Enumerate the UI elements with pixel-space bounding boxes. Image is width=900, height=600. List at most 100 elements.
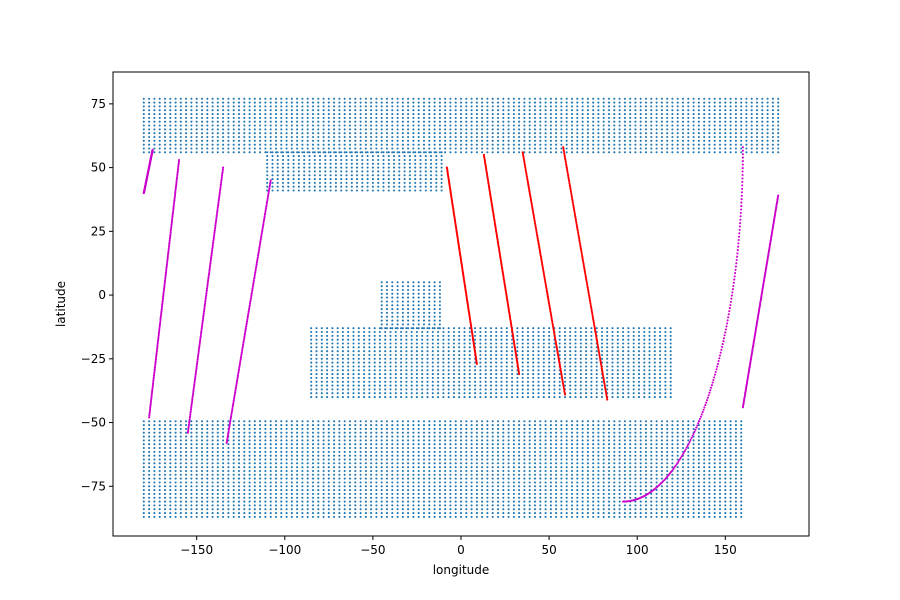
- data-point: [179, 512, 182, 515]
- data-point: [602, 128, 605, 131]
- data-point: [438, 500, 441, 503]
- data-point: [401, 128, 404, 131]
- data-point: [766, 101, 769, 104]
- data-point: [496, 458, 500, 461]
- data-point: [322, 515, 325, 518]
- data-point: [359, 489, 362, 492]
- data-point: [459, 473, 463, 476]
- data-point: [338, 481, 341, 484]
- data-point: [142, 462, 145, 465]
- data-point: [375, 473, 378, 476]
- data-point: [417, 101, 420, 104]
- data-point: [407, 466, 410, 469]
- data-point: [523, 477, 526, 480]
- data-point: [750, 124, 753, 127]
- data-point: [371, 189, 374, 192]
- data-point: [216, 97, 219, 100]
- data-point: [407, 481, 410, 484]
- data-point: [671, 151, 674, 154]
- data-point: [629, 151, 632, 154]
- scatter-points: [142, 97, 780, 518]
- data-point: [570, 508, 574, 511]
- data-point: [703, 105, 706, 108]
- data-point: [313, 185, 316, 188]
- data-point: [676, 135, 679, 139]
- data-point: [158, 489, 161, 492]
- data-point: [745, 116, 748, 119]
- data-point: [444, 496, 447, 499]
- data-point: [185, 466, 188, 469]
- data-point: [454, 473, 457, 476]
- data-point: [666, 97, 669, 100]
- data-point: [206, 424, 209, 427]
- data-point: [618, 151, 621, 154]
- data-point: [502, 120, 505, 123]
- data-point: [465, 485, 468, 488]
- data-point: [422, 481, 426, 484]
- data-point: [650, 120, 653, 123]
- data-point: [465, 458, 468, 461]
- data-point: [269, 508, 272, 511]
- data-point: [169, 504, 172, 507]
- data-point: [592, 466, 595, 469]
- data-point: [475, 135, 478, 139]
- data-point: [465, 489, 468, 492]
- data-point: [216, 124, 219, 127]
- data-point: [401, 477, 404, 480]
- data-point: [417, 124, 420, 127]
- data-point: [438, 151, 441, 154]
- data-point: [440, 178, 443, 181]
- data-point: [185, 492, 188, 495]
- data-point: [380, 454, 383, 457]
- data-point: [718, 485, 722, 488]
- data-point: [592, 512, 595, 515]
- data-point: [708, 489, 711, 492]
- data-point: [322, 485, 325, 488]
- data-point: [237, 496, 241, 499]
- data-point: [602, 500, 605, 503]
- data-point: [465, 466, 468, 469]
- data-point: [391, 492, 394, 495]
- data-point: [544, 500, 547, 503]
- data-point: [713, 101, 716, 104]
- data-point: [523, 128, 526, 131]
- data-point: [703, 485, 706, 488]
- data-point: [285, 439, 288, 442]
- data-point: [227, 124, 230, 127]
- data-point: [292, 162, 295, 165]
- data-point: [370, 151, 373, 154]
- data-point: [276, 181, 279, 184]
- data-point: [481, 139, 484, 142]
- data-point: [475, 424, 478, 427]
- data-point: [158, 496, 161, 499]
- data-point: [398, 181, 401, 184]
- data-point: [713, 431, 716, 434]
- data-point: [433, 424, 436, 427]
- data-point: [269, 135, 272, 139]
- data-point: [428, 462, 431, 465]
- data-point: [581, 443, 584, 446]
- data-point: [364, 147, 367, 150]
- data-point: [697, 492, 700, 495]
- data-point: [216, 473, 219, 476]
- data-point: [380, 147, 383, 150]
- data-point: [271, 189, 274, 192]
- data-point: [697, 454, 700, 457]
- data-point: [301, 512, 304, 515]
- data-point: [227, 109, 230, 112]
- data-point: [179, 97, 182, 100]
- data-point: [502, 97, 505, 100]
- data-point: [586, 462, 589, 465]
- data-point: [222, 489, 225, 492]
- data-point: [491, 496, 494, 499]
- data-point: [740, 477, 743, 480]
- data-point: [697, 124, 700, 127]
- data-point: [486, 424, 489, 427]
- data-point: [348, 496, 352, 499]
- data-point: [491, 120, 494, 123]
- data-point: [185, 489, 188, 492]
- data-point: [401, 481, 404, 484]
- data-point: [264, 469, 267, 473]
- data-point: [502, 427, 505, 430]
- data-point: [555, 515, 558, 518]
